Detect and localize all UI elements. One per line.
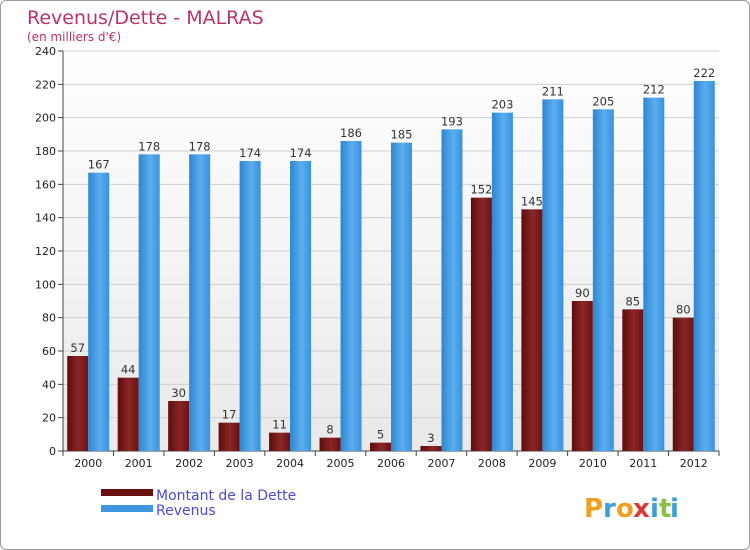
data-label-revenus: 205 bbox=[592, 94, 614, 108]
data-label-revenus: 178 bbox=[189, 139, 211, 153]
data-label-revenus: 193 bbox=[441, 114, 463, 128]
bar-revenus bbox=[391, 142, 412, 451]
data-label-revenus: 203 bbox=[491, 98, 513, 112]
logo-letter: t bbox=[659, 494, 671, 524]
bar-revenus bbox=[340, 141, 362, 451]
data-label-dette: 8 bbox=[326, 423, 333, 437]
x-tick-label: 2008 bbox=[478, 457, 506, 470]
y-tick-label: 0 bbox=[49, 445, 56, 458]
data-label-revenus: 185 bbox=[391, 128, 413, 142]
y-tick-label: 240 bbox=[35, 45, 56, 58]
data-label-dette: 85 bbox=[625, 294, 640, 308]
data-label-dette: 44 bbox=[121, 363, 136, 377]
data-label-dette: 152 bbox=[470, 183, 492, 197]
data-label-revenus: 212 bbox=[643, 83, 665, 97]
data-label-revenus: 178 bbox=[138, 139, 160, 153]
data-label-dette: 3 bbox=[427, 431, 434, 445]
data-label-revenus: 211 bbox=[542, 84, 564, 98]
legend: Montant de la Dette Revenus bbox=[101, 488, 296, 519]
logo-letter: x bbox=[633, 494, 650, 524]
y-tick-label: 20 bbox=[42, 412, 56, 425]
data-label-dette: 17 bbox=[222, 408, 237, 422]
bar-dette bbox=[420, 446, 442, 451]
data-label-revenus: 174 bbox=[290, 146, 312, 160]
chart-subtitle: (en milliers d'€) bbox=[27, 30, 121, 44]
x-tick-label: 2007 bbox=[427, 457, 455, 470]
x-tick-label: 2005 bbox=[327, 457, 355, 470]
y-tick-label: 80 bbox=[42, 312, 56, 325]
data-label-revenus: 174 bbox=[239, 146, 261, 160]
bar-revenus bbox=[239, 161, 261, 451]
bar-dette bbox=[218, 422, 240, 451]
bar-revenus bbox=[138, 154, 160, 452]
x-tick-label: 2012 bbox=[680, 457, 708, 470]
bar-revenus bbox=[290, 161, 312, 451]
y-tick-label: 200 bbox=[35, 112, 56, 125]
data-label-dette: 5 bbox=[377, 428, 384, 442]
bar-revenus bbox=[88, 172, 110, 451]
data-label-dette: 80 bbox=[676, 303, 691, 317]
logo-letter: P bbox=[584, 494, 603, 524]
logo-letter: i bbox=[670, 494, 679, 524]
data-label-revenus: 222 bbox=[693, 66, 715, 80]
x-tick-label: 2000 bbox=[74, 457, 102, 470]
bar-dette bbox=[370, 442, 391, 451]
x-tick-label: 2006 bbox=[377, 457, 405, 470]
bar-dette bbox=[168, 401, 190, 451]
x-tick-label: 2003 bbox=[226, 457, 254, 470]
bar-dette bbox=[269, 432, 291, 451]
x-tick-label: 2004 bbox=[276, 457, 304, 470]
bar-revenus bbox=[693, 81, 715, 451]
logo-letter: r bbox=[603, 494, 616, 524]
legend-label-revenus: Revenus bbox=[156, 503, 216, 519]
bar-dette bbox=[470, 197, 492, 451]
y-tick-label: 160 bbox=[35, 178, 56, 191]
data-label-dette: 57 bbox=[70, 341, 85, 355]
bar-revenus bbox=[189, 154, 211, 452]
logo-letter: o bbox=[616, 494, 634, 524]
y-tick-label: 220 bbox=[35, 78, 56, 91]
bar-dette bbox=[571, 301, 593, 451]
x-tick-label: 2001 bbox=[125, 457, 153, 470]
bar-dette bbox=[319, 437, 341, 451]
x-tick-label: 2010 bbox=[579, 457, 607, 470]
data-label-revenus: 167 bbox=[88, 158, 110, 172]
data-label-dette: 30 bbox=[171, 386, 186, 400]
y-tick-label: 140 bbox=[35, 212, 56, 225]
y-tick-label: 180 bbox=[35, 145, 56, 158]
bar-dette bbox=[117, 377, 139, 451]
bar-dette bbox=[622, 309, 644, 451]
data-label-dette: 145 bbox=[521, 194, 543, 208]
legend-swatch-revenus bbox=[101, 505, 153, 512]
x-tick-label: 2011 bbox=[629, 457, 657, 470]
bar-revenus bbox=[643, 97, 665, 452]
bar-dette bbox=[67, 356, 89, 451]
data-label-dette: 90 bbox=[575, 286, 590, 300]
data-label-dette: 11 bbox=[272, 418, 287, 432]
legend-swatch-dette bbox=[101, 489, 153, 496]
chart-title: Revenus/Dette - MALRAS bbox=[27, 7, 264, 29]
bar-dette bbox=[521, 209, 543, 451]
bar-revenus bbox=[592, 109, 614, 451]
bar-revenus bbox=[542, 99, 564, 451]
bar-revenus bbox=[491, 112, 513, 452]
y-tick-label: 40 bbox=[42, 378, 56, 391]
data-label-revenus: 186 bbox=[340, 126, 362, 140]
plot-area: 0 20 40 60 80 100 120 140 160 180 200 220 240 2000 57 1… bbox=[35, 45, 720, 470]
bar-revenus bbox=[441, 129, 463, 452]
y-tick-label: 100 bbox=[35, 278, 56, 291]
y-tick-label: 60 bbox=[42, 345, 56, 358]
x-tick-label: 2009 bbox=[528, 457, 556, 470]
bar-dette bbox=[672, 317, 694, 451]
y-tick-label: 120 bbox=[35, 245, 56, 258]
legend-label-dette: Montant de la Dette bbox=[156, 488, 296, 504]
x-tick-label: 2002 bbox=[175, 457, 203, 470]
logo-letter: i bbox=[650, 494, 659, 524]
